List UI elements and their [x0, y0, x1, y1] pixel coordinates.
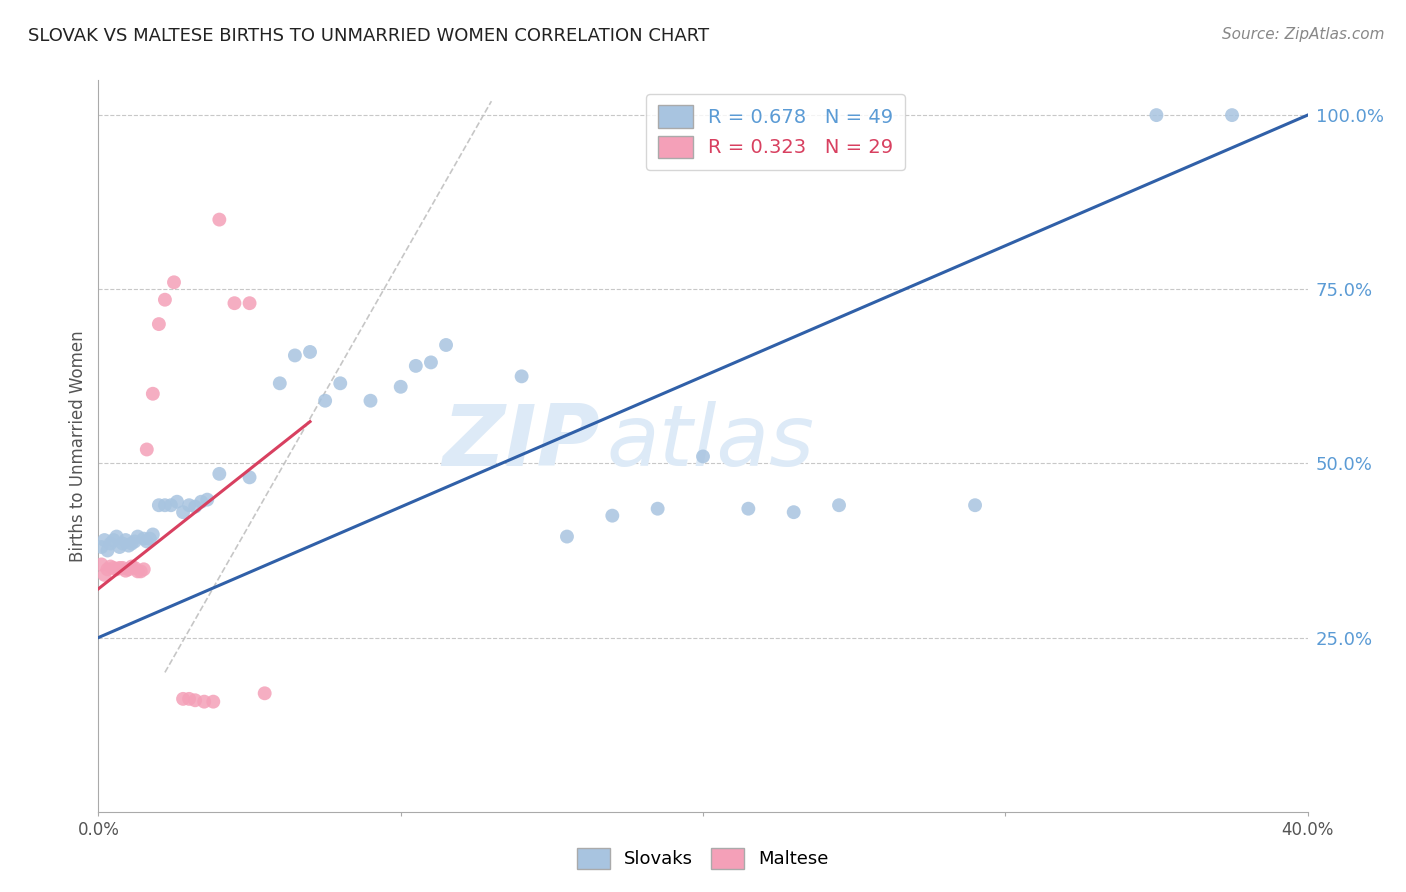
Point: [93, 533, 115, 547]
Point: [96, 543, 118, 558]
Point: [135, 534, 157, 549]
Point: [314, 393, 336, 408]
Point: [160, 498, 183, 512]
Point: [124, 561, 146, 575]
Point: [153, 498, 176, 512]
Point: [329, 376, 352, 391]
Point: [253, 686, 276, 700]
Point: [389, 380, 412, 394]
Point: [190, 494, 212, 508]
Point: [103, 561, 125, 575]
Point: [269, 376, 291, 391]
Point: [111, 561, 134, 575]
Point: [108, 540, 131, 554]
Point: [135, 442, 157, 457]
Point: [239, 296, 262, 310]
Point: [114, 533, 136, 547]
Point: [132, 532, 155, 546]
Point: [121, 536, 143, 550]
Point: [202, 695, 225, 709]
Point: [103, 533, 125, 547]
Point: [208, 467, 231, 481]
Point: [193, 695, 215, 709]
Point: [828, 498, 851, 512]
Point: [224, 296, 246, 310]
Legend: Slovaks, Maltese: Slovaks, Maltese: [569, 840, 837, 876]
Point: [148, 317, 170, 331]
Point: [118, 539, 141, 553]
Point: [129, 565, 152, 579]
Point: [124, 534, 146, 549]
Point: [114, 564, 136, 578]
Text: Source: ZipAtlas.com: Source: ZipAtlas.com: [1222, 27, 1385, 42]
Point: [179, 691, 201, 706]
Point: [783, 505, 806, 519]
Point: [100, 559, 122, 574]
Point: [965, 498, 987, 512]
Point: [510, 369, 533, 384]
Point: [555, 530, 578, 544]
Point: [142, 527, 165, 541]
Point: [90, 558, 112, 572]
Point: [172, 691, 194, 706]
Point: [132, 562, 155, 576]
Point: [360, 393, 382, 408]
Point: [105, 562, 128, 576]
Point: [179, 498, 201, 512]
Text: atlas: atlas: [606, 401, 814, 483]
Point: [153, 293, 176, 307]
Point: [127, 530, 149, 544]
Point: [166, 494, 188, 508]
Point: [111, 536, 134, 550]
Point: [647, 501, 669, 516]
Point: [692, 450, 714, 464]
Point: [148, 498, 170, 512]
Point: [184, 500, 207, 514]
Point: [434, 338, 457, 352]
Point: [1144, 108, 1167, 122]
Point: [239, 470, 262, 484]
Point: [1220, 108, 1243, 122]
Text: ZIP: ZIP: [443, 401, 600, 483]
Point: [420, 355, 443, 369]
Point: [105, 530, 128, 544]
Point: [90, 540, 112, 554]
Point: [118, 562, 141, 576]
Point: [208, 212, 231, 227]
Point: [93, 567, 115, 582]
Point: [163, 275, 186, 289]
Text: SLOVAK VS MALTESE BIRTHS TO UNMARRIED WOMEN CORRELATION CHART: SLOVAK VS MALTESE BIRTHS TO UNMARRIED WO…: [28, 27, 709, 45]
Point: [121, 559, 143, 574]
Point: [195, 492, 218, 507]
Point: [172, 505, 194, 519]
Point: [184, 693, 207, 707]
Point: [142, 386, 165, 401]
Point: [737, 501, 759, 516]
Point: [127, 565, 149, 579]
Point: [139, 532, 162, 546]
Point: [602, 508, 624, 523]
Point: [299, 345, 322, 359]
Y-axis label: Births to Unmarried Women: Births to Unmarried Women: [69, 330, 87, 562]
Point: [96, 562, 118, 576]
Point: [100, 536, 122, 550]
Point: [405, 359, 427, 373]
Point: [108, 561, 131, 575]
Point: [284, 348, 307, 362]
